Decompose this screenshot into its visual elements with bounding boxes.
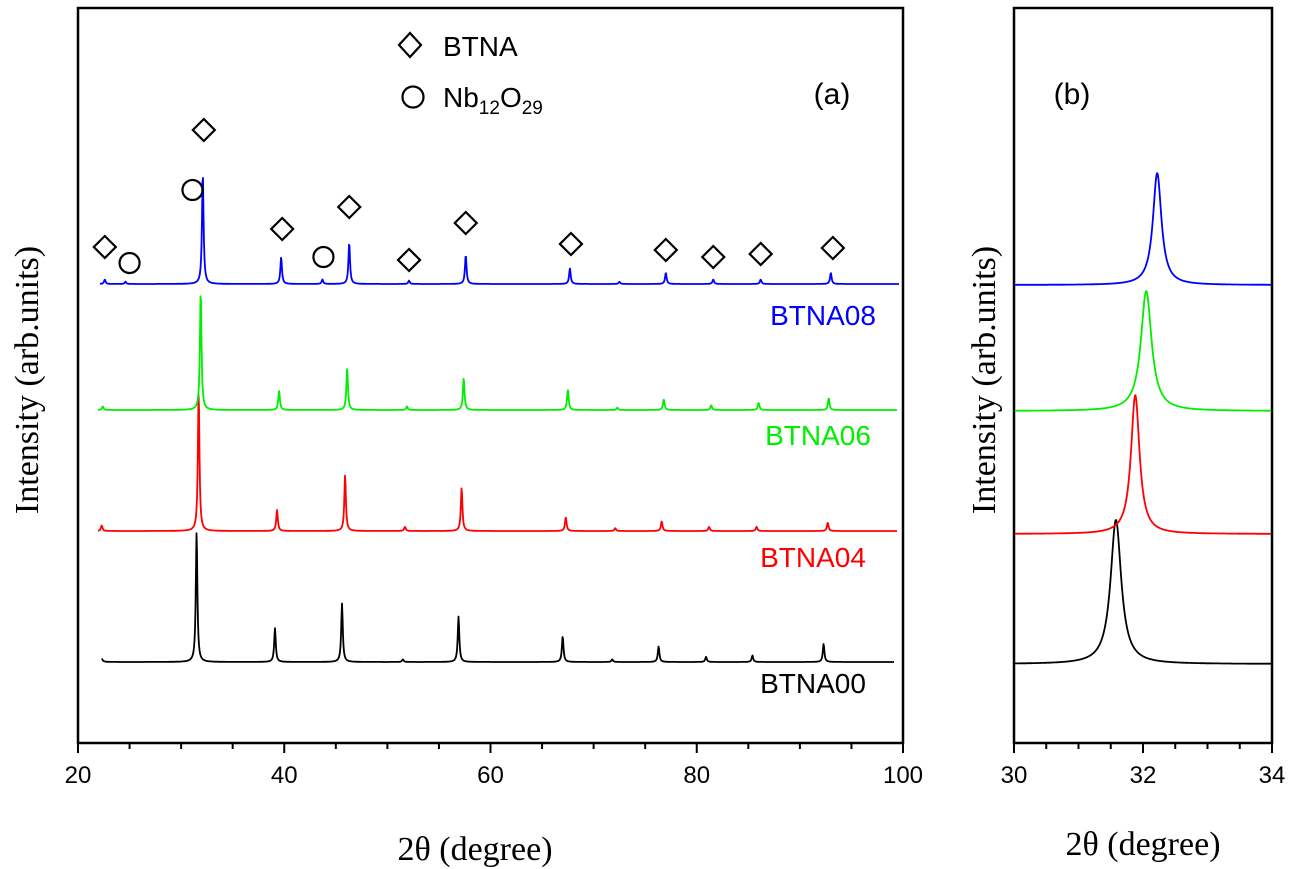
panel-a-y-axis-title: Intensity (arb.units) [9,246,46,514]
panel-b-x-axis-title: 2θ (degree) [1065,826,1220,863]
trace-btna00 [101,532,895,663]
x-tick-label: 80 [683,762,710,789]
panel-a-series-labels: BTNA00 BTNA04 BTNA06 BTNA08 [760,300,876,699]
trace-btna06 [97,295,898,411]
marker-btna [336,194,362,220]
x-tick-label: 34 [1259,762,1286,789]
legend-label-btna: BTNA [443,31,518,62]
panel-b-label: (b) [1054,78,1091,111]
marker-btna [191,117,217,143]
series-label-btna06: BTNA06 [765,420,871,451]
marker-btna [700,244,726,270]
panel-b-y-axis-title: Intensity (arb.units) [966,246,1003,514]
x-tick-label: 60 [477,762,504,789]
panel-a-x-axis: 20 40 60 80 100 [65,743,923,789]
series-label-btna04: BTNA04 [760,542,866,573]
marker-btna [820,235,846,261]
marker-btna [748,241,774,267]
marker-btna [558,231,584,257]
panel-b-traces [1014,172,1272,665]
zoom-trace-btna06 [1014,290,1272,412]
panel-b-x-axis: 30 32 34 [1001,743,1286,789]
trace-btna08 [99,177,900,285]
marker-nb12o29 [181,178,204,202]
panel-a-traces [97,177,900,663]
panel-a-phase-markers [92,117,846,275]
marker-btna [396,247,422,273]
marker-btna [453,210,479,236]
panel-b-frame [1012,6,1274,745]
legend: BTNA Nb12O29 [397,31,543,119]
legend-circle-marker [401,85,425,109]
x-tick-label: 32 [1130,762,1157,789]
panel-a-label: (a) [814,78,851,111]
marker-btna [653,237,679,263]
marker-btna [269,216,295,242]
panel-a: 20 40 60 80 100 (a) BTNA Nb12O29 BTNA00BTNA0… [9,6,923,868]
x-tick-label: 100 [883,762,923,789]
panel-a-x-axis-title: 2θ (degree) [397,831,552,868]
marker-nb12o29 [312,245,335,269]
series-label-btna00: BTNA00 [760,668,866,699]
legend-diamond-marker [397,31,423,59]
x-tick-label: 20 [65,762,92,789]
panel-b: 30 32 34 (b) 2θ (degree) Intensity (arb.un… [966,6,1286,863]
zoom-trace-btna04 [1014,394,1272,535]
zoom-trace-btna08 [1014,172,1272,286]
series-label-btna08: BTNA08 [770,300,876,331]
marker-btna [92,234,118,260]
legend-label-nb12o29: Nb12O29 [443,82,543,119]
trace-btna04 [97,394,898,532]
x-tick-label: 30 [1001,762,1028,789]
x-tick-label: 40 [271,762,298,789]
marker-nb12o29 [118,251,141,275]
zoom-trace-btna00 [1014,519,1272,665]
